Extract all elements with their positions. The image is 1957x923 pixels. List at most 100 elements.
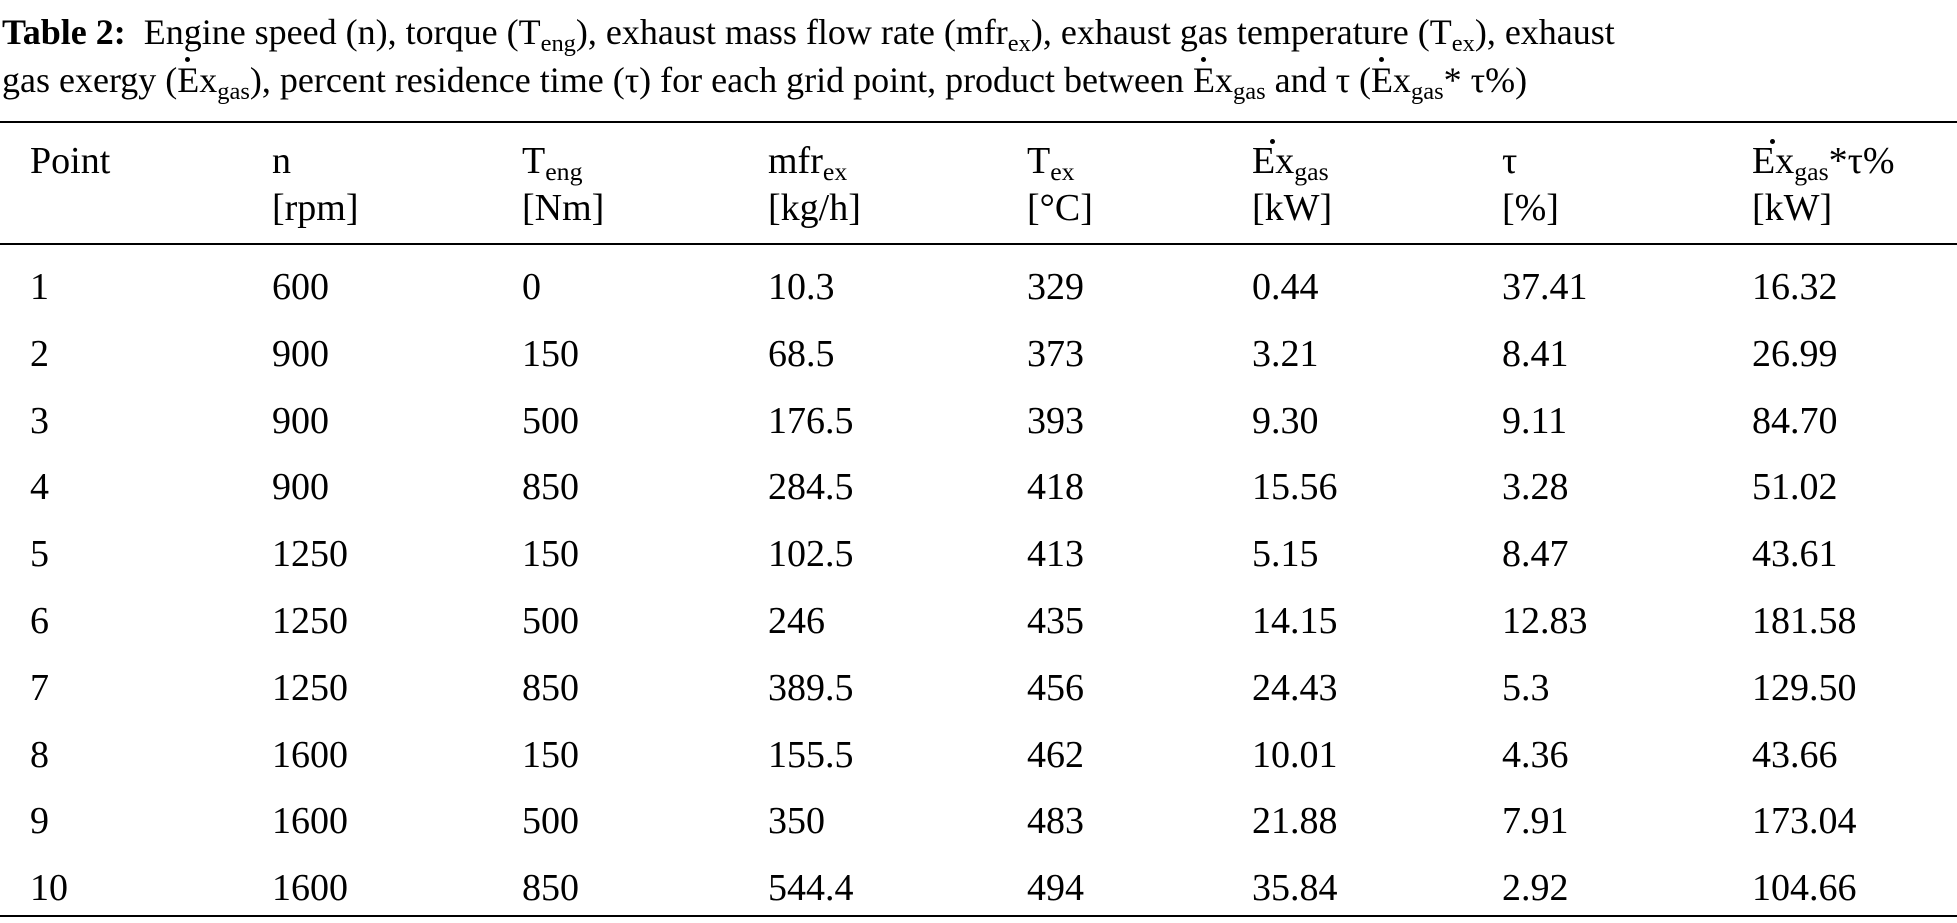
table-cell: 150 (522, 533, 579, 576)
caption-subscript: gas (217, 77, 250, 105)
table-cell: 155.5 (768, 733, 854, 776)
table-cell: 0 (522, 266, 541, 308)
table-bottom-rule (0, 915, 1957, 917)
table-cell: 494 (1027, 867, 1084, 910)
exergy-symbol: E (177, 56, 199, 104)
caption-text: ), exhaust mass flow rate (mfr (575, 12, 1008, 52)
caption-text: * τ%) (1443, 60, 1528, 100)
table-cell: 181.58 (1752, 599, 1857, 642)
table-header-rule (0, 243, 1957, 245)
caption-text: ), exhaust (1474, 12, 1615, 52)
table-cell: 129.50 (1752, 666, 1857, 709)
table-cell: 8.41 (1502, 332, 1569, 375)
caption-subscript: gas (1411, 77, 1444, 105)
table-cell: 1250 (272, 666, 348, 709)
table-cell: 483 (1027, 800, 1084, 843)
caption-subscript: eng (540, 29, 576, 57)
table-cell: 43.66 (1752, 733, 1838, 776)
table-cell: 15.56 (1252, 466, 1338, 509)
table-row: 4 900 850 284.5 418 15.56 3.28 51.02 (0, 454, 1957, 521)
column-header-subscript: ex (822, 157, 848, 187)
column-header-subscript: gas (1794, 157, 1829, 187)
table-cell: 150 (522, 733, 579, 776)
table-cell: 9.11 (1502, 399, 1568, 442)
column-header-unit: [kW] (1752, 187, 1833, 229)
table-cell: 900 (272, 399, 329, 442)
table-cell: 8 (30, 733, 49, 776)
caption-text: x (1214, 60, 1233, 100)
column-header-subscript: eng (545, 157, 583, 187)
table-cell: 435 (1027, 599, 1084, 642)
table-cell: 37.41 (1502, 266, 1588, 308)
column-header-exergy: Exgas [kW] (1252, 138, 1332, 232)
column-header-name: T (522, 140, 546, 182)
table-cell: 500 (522, 800, 579, 843)
table-cell: 389.5 (768, 666, 854, 709)
table-cell: 10.3 (768, 266, 835, 308)
table-cell: 1600 (272, 800, 348, 843)
table-top-rule (0, 121, 1957, 123)
table-row: 7 1250 850 389.5 456 24.43 5.3 129.50 (0, 655, 1957, 722)
table-cell: 4.36 (1502, 733, 1569, 776)
caption-line-1: Table 2: Engine speed (n), torque (Teng)… (2, 8, 1952, 56)
table-cell: 850 (522, 666, 579, 709)
table-cell: 102.5 (768, 533, 854, 576)
table-cell: 284.5 (768, 466, 854, 509)
table-cell: 21.88 (1252, 800, 1338, 843)
table-cell: 7.91 (1502, 800, 1569, 843)
column-header-speed: n [rpm] (272, 138, 359, 232)
table-cell: 2.92 (1502, 867, 1569, 910)
table-cell: 35.84 (1252, 867, 1338, 910)
column-header-residence-time: τ [%] (1502, 138, 1559, 232)
table-cell: 500 (522, 599, 579, 642)
column-header-unit: [%] (1502, 187, 1559, 229)
table-cell: 5 (30, 533, 49, 576)
column-header-subscript: gas (1294, 157, 1329, 187)
table-cell: 246 (768, 599, 825, 642)
table-cell: 1250 (272, 599, 348, 642)
table-cell: 544.4 (768, 867, 854, 910)
caption-subscript: ex (1007, 29, 1031, 57)
table-cell: 5.3 (1502, 666, 1550, 709)
table-cell: 2 (30, 332, 49, 375)
table-cell: 43.61 (1752, 533, 1838, 576)
column-header-exhaust-temperature: Tex [°C] (1027, 138, 1093, 232)
column-header-exergy-product: Exgas*τ% [kW] (1752, 138, 1895, 232)
table-cell: 413 (1027, 533, 1084, 576)
table-row: 1 600 0 10.3 329 0.44 37.41 16.32 (0, 254, 1957, 321)
table-cell: 1600 (272, 867, 348, 910)
table-cell: 3.21 (1252, 332, 1319, 375)
table-caption: Table 2: Engine speed (n), torque (Teng)… (2, 8, 1952, 104)
table-row: 2 900 150 68.5 373 3.21 8.41 26.99 (0, 321, 1957, 388)
table-cell: 1250 (272, 533, 348, 576)
table-cell: 600 (272, 266, 329, 308)
caption-text: ), exhaust gas temperature (T (1030, 12, 1452, 52)
table-cell: 7 (30, 666, 49, 709)
table-cell: 104.66 (1752, 867, 1857, 910)
caption-text: ), percent residence time (τ) for each g… (249, 60, 1193, 100)
column-header-name: Ex (1252, 138, 1294, 185)
table-cell: 5.15 (1252, 533, 1319, 576)
table-cell: 84.70 (1752, 399, 1838, 442)
table-cell: 150 (522, 332, 579, 375)
table-cell: 3.28 (1502, 466, 1569, 509)
table-cell: 24.43 (1252, 666, 1338, 709)
table-row: 3 900 500 176.5 393 9.30 9.11 84.70 (0, 388, 1957, 455)
table-cell: 1 (30, 266, 49, 308)
table-cell: 3 (30, 399, 49, 442)
table-cell: 329 (1027, 266, 1084, 308)
table-cell: 176.5 (768, 399, 854, 442)
table-row: 5 1250 150 102.5 413 5.15 8.47 43.61 (0, 521, 1957, 588)
table-row: 8 1600 150 155.5 462 10.01 4.36 43.66 (0, 722, 1957, 789)
caption-subscript: gas (1232, 77, 1266, 105)
table-cell: 418 (1027, 466, 1084, 509)
table-cell: 500 (522, 399, 579, 442)
caption-text: and τ ( (1265, 60, 1372, 100)
column-header-name: T (1027, 140, 1051, 182)
column-header-subscript: ex (1050, 157, 1075, 187)
table-cell: 10 (30, 867, 68, 910)
table-cell: 850 (522, 867, 579, 910)
table-cell: 8.47 (1502, 533, 1569, 576)
caption-line-2: gas exergy (Exgas), percent residence ti… (2, 56, 1952, 104)
table-cell: 9.30 (1252, 399, 1319, 442)
